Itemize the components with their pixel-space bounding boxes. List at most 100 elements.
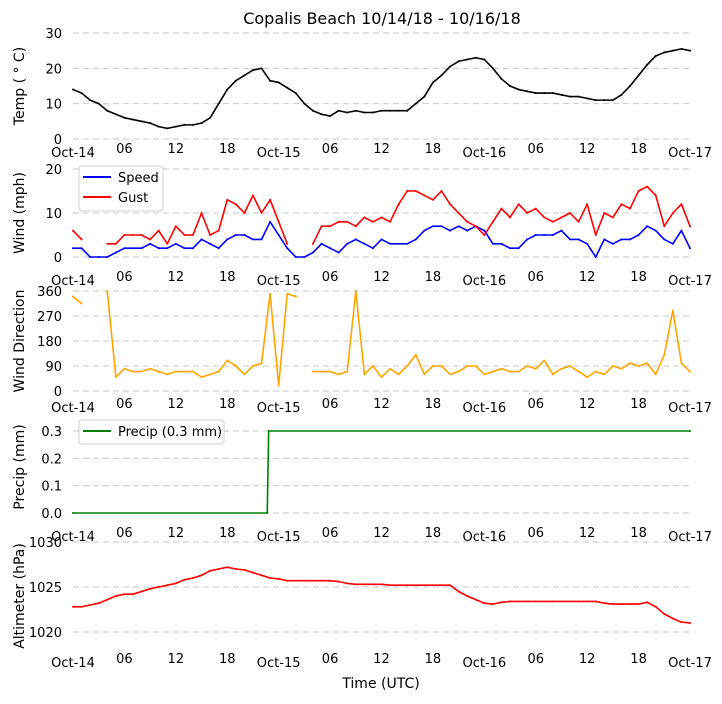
wind-direction-data-point bbox=[277, 384, 280, 387]
altimeter-data-point bbox=[603, 602, 606, 605]
wind-data-point bbox=[449, 203, 452, 206]
wind-direction-data-point bbox=[363, 373, 366, 376]
temp-y-tick-label: 20 bbox=[45, 62, 62, 77]
wind-data-point bbox=[337, 251, 340, 254]
temp-data-point bbox=[431, 81, 434, 84]
wind-x-tick-label: 06 bbox=[322, 270, 339, 285]
wind-direction-data-point bbox=[414, 353, 417, 356]
altimeter-data-point bbox=[663, 613, 666, 615]
altimeter-data-point bbox=[140, 590, 143, 593]
wind-direction-series-line bbox=[72, 290, 691, 387]
wind-direction-data-point bbox=[286, 292, 289, 295]
wind-data-point bbox=[654, 229, 657, 232]
temp-data-point bbox=[466, 58, 469, 61]
wind-data-point bbox=[106, 242, 109, 245]
wind-data-point bbox=[526, 212, 529, 214]
wind-direction-data-point bbox=[594, 370, 597, 373]
temp-data-point bbox=[131, 118, 134, 121]
wind-direction-data-point bbox=[234, 365, 237, 367]
altimeter-panel: 1020 1025 1030 Oct-14 06 12 18 Oct-15 06 12 18 Oct-… bbox=[12, 536, 712, 671]
altimeter-data-point bbox=[629, 603, 632, 606]
altimeter-x-tick-label: Oct-17 bbox=[668, 656, 712, 671]
wind-line-segment bbox=[72, 230, 83, 240]
precip-series-precip-0-3-mm bbox=[72, 430, 691, 514]
wind-data-point bbox=[560, 229, 563, 232]
temp-data-point bbox=[217, 102, 220, 105]
wind-direction-data-point bbox=[569, 365, 572, 367]
altimeter-data-point bbox=[226, 566, 229, 569]
wind-x-tick-label: 12 bbox=[168, 270, 185, 285]
altimeter-data-point bbox=[114, 595, 117, 597]
altimeter-y-tick-label: 1030 bbox=[29, 536, 62, 551]
wind-direction-data-point bbox=[114, 376, 117, 379]
wind-data-point bbox=[97, 256, 100, 258]
altimeter-data-point bbox=[689, 622, 691, 624]
temp-data-point bbox=[680, 47, 683, 50]
temp-data-point bbox=[646, 63, 649, 66]
wind-data-point bbox=[243, 234, 246, 236]
wind-data-point bbox=[543, 216, 546, 219]
temp-data-point bbox=[286, 86, 289, 89]
altimeter-data-point bbox=[277, 577, 280, 580]
wind-data-point bbox=[380, 216, 383, 219]
altimeter-data-point bbox=[174, 582, 177, 585]
wind-y-tick-label: 10 bbox=[45, 207, 62, 222]
wind-y-tick-label: 0 bbox=[54, 251, 62, 266]
wind-legend: Speed Gust bbox=[78, 165, 164, 212]
precip-x-tick-label: 18 bbox=[219, 526, 236, 541]
precip-x-tick-label: 06 bbox=[116, 526, 133, 541]
altimeter-y-axis-label: Altimeter (hPa) bbox=[12, 543, 28, 649]
wind-data-point bbox=[89, 256, 92, 258]
temp-data-point bbox=[303, 102, 306, 105]
wind-data-point bbox=[689, 247, 691, 250]
precip-x-tick-label: 18 bbox=[630, 526, 647, 541]
precip-x-tick-label: 12 bbox=[373, 526, 390, 541]
wind-x-tick-label: 06 bbox=[116, 270, 133, 285]
wind-data-point bbox=[174, 225, 177, 228]
wind-data-point bbox=[371, 247, 374, 250]
wind-direction-data-point bbox=[534, 367, 537, 370]
wind-direction-data-point bbox=[517, 370, 520, 373]
temp-y-tick-label: 30 bbox=[45, 27, 62, 42]
altimeter-x-tick-label: Oct-14 bbox=[51, 656, 95, 671]
wind-data-point bbox=[500, 242, 503, 245]
wind-data-point bbox=[509, 216, 512, 219]
precip-line-segment bbox=[73, 430, 690, 514]
wind-data-point bbox=[354, 238, 357, 241]
temp-data-point bbox=[534, 92, 537, 95]
wind-data-point bbox=[294, 256, 297, 258]
wind-direction-data-point bbox=[346, 370, 349, 373]
wind-data-point bbox=[466, 220, 469, 223]
altimeter-data-point bbox=[209, 569, 212, 572]
temp-x-tick-label: Oct-16 bbox=[462, 146, 506, 161]
wind-data-point bbox=[431, 225, 434, 228]
x-axis-label: Time (UTC) bbox=[341, 676, 419, 692]
wind-direction-line-segment bbox=[72, 295, 83, 305]
wind-direction-data-point bbox=[123, 367, 126, 370]
altimeter-line-segment bbox=[73, 566, 691, 624]
wind-direction-x-tick-label: 06 bbox=[322, 397, 339, 412]
altimeter-data-point bbox=[543, 600, 546, 603]
temp-data-point bbox=[97, 102, 100, 105]
wind-data-point bbox=[209, 234, 212, 236]
wind-data-point bbox=[286, 247, 289, 250]
wind-data-point bbox=[200, 212, 203, 214]
wind-data-point bbox=[603, 238, 606, 241]
wind-direction-data-point bbox=[646, 362, 649, 365]
altimeter-data-point bbox=[440, 584, 443, 587]
wind-direction-data-point bbox=[389, 367, 392, 370]
altimeter-x-tick-label: 06 bbox=[116, 652, 133, 667]
temp-data-point bbox=[337, 109, 340, 112]
wind-direction-x-tick-label: 18 bbox=[219, 397, 236, 412]
altimeter-data-point bbox=[431, 584, 434, 587]
wind-direction-data-point bbox=[423, 373, 426, 376]
wind-data-point bbox=[423, 229, 426, 232]
altimeter-data-point bbox=[363, 583, 366, 586]
temp-data-point bbox=[689, 49, 691, 52]
altimeter-data-point bbox=[423, 584, 426, 587]
temp-data-point bbox=[226, 88, 229, 91]
wind-direction-x-tick-label: Oct-17 bbox=[668, 401, 712, 416]
altimeter-data-point bbox=[303, 579, 306, 582]
altimeter-x-tick-label: 06 bbox=[322, 652, 339, 667]
